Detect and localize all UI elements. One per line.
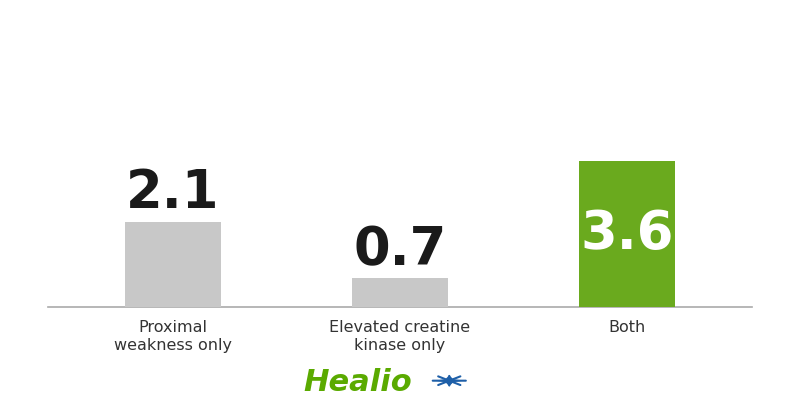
- Bar: [579, 161, 674, 307]
- Text: 3.6: 3.6: [580, 208, 674, 260]
- Bar: [352, 278, 448, 307]
- Text: proximal weakness and/or elevated CK:: proximal weakness and/or elevated CK:: [167, 71, 633, 91]
- Text: 0.7: 0.7: [354, 224, 446, 276]
- Text: Healio: Healio: [303, 368, 412, 397]
- Text: 2.1: 2.1: [126, 167, 220, 219]
- Text: HRs for all-cause mortality in SSc alongside: HRs for all-cause mortality in SSc along…: [143, 31, 657, 51]
- Bar: [126, 222, 221, 307]
- Polygon shape: [434, 375, 464, 386]
